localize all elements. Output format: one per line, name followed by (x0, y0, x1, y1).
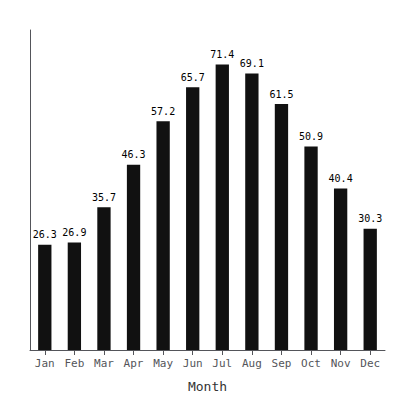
svg-text:57.2: 57.2 (151, 106, 175, 117)
svg-text:Apr: Apr (124, 357, 144, 370)
svg-text:40.4: 40.4 (329, 173, 353, 184)
svg-text:Dec: Dec (360, 357, 380, 370)
svg-text:69.1: 69.1 (240, 58, 264, 69)
svg-text:26.3: 26.3 (33, 229, 57, 240)
svg-text:30.3: 30.3 (358, 213, 382, 224)
svg-text:61.5: 61.5 (269, 89, 293, 100)
svg-text:26.9: 26.9 (62, 227, 86, 238)
svg-text:35.7: 35.7 (92, 192, 116, 203)
svg-text:Jun: Jun (183, 357, 203, 370)
svg-text:71.4: 71.4 (210, 49, 234, 60)
svg-text:Jul: Jul (212, 357, 232, 370)
svg-text:Nov: Nov (331, 357, 351, 370)
svg-text:50.9: 50.9 (299, 131, 323, 142)
svg-text:Mar: Mar (94, 357, 114, 370)
svg-text:Jan: Jan (35, 357, 55, 370)
svg-text:Oct: Oct (301, 357, 321, 370)
svg-text:Aug: Aug (242, 357, 262, 370)
svg-text:May: May (153, 357, 173, 370)
svg-text:Month: Month (188, 379, 227, 394)
svg-text:46.3: 46.3 (121, 149, 145, 160)
svg-text:Feb: Feb (64, 357, 84, 370)
svg-text:65.7: 65.7 (181, 72, 205, 83)
svg-text:Sep: Sep (272, 357, 292, 370)
